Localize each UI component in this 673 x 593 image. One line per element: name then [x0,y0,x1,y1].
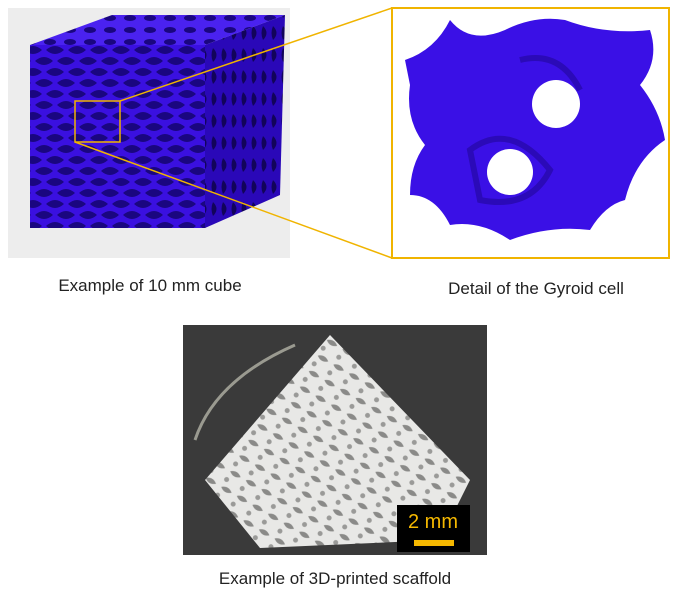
caption: Example of 3D-printed scaffold [219,569,451,588]
scale-bar [414,540,454,546]
cube-side [205,15,285,228]
photo-panel: 2 mm [183,325,487,555]
cube-front [30,45,205,228]
caption: Detail of the Gyroid cell [448,279,624,298]
caption: Example of 10 mm cube [58,276,241,295]
cube-panel [8,8,290,258]
scale-bar-label: 2 mm [408,511,458,533]
gyroid-hole [532,80,580,128]
zoom-line [119,7,393,102]
zoom-line [74,141,393,259]
zoom-box [74,100,121,143]
gyroid-shape [405,18,665,240]
gyroid-shade [466,55,583,205]
gyroid-hole [487,149,533,195]
scaffold [205,335,470,548]
cube-top [30,15,285,45]
gyroid-panel [391,7,670,259]
wire [193,343,296,441]
